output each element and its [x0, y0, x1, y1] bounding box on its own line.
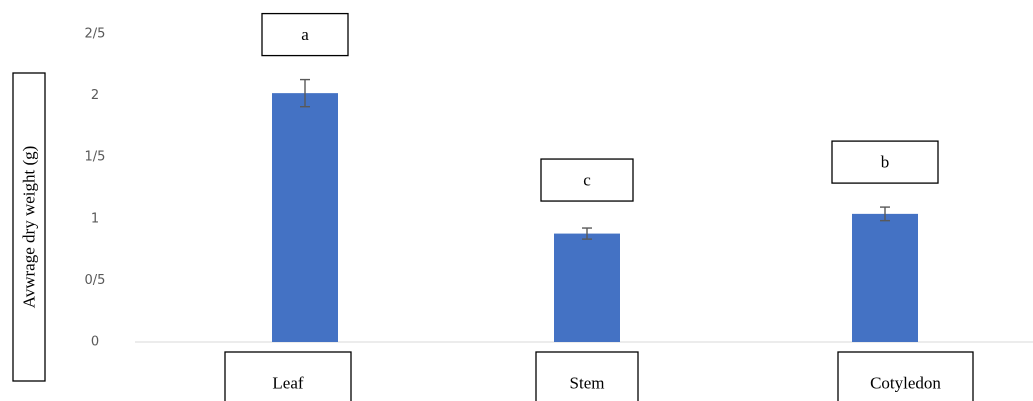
y-tick-label: 0 — [91, 335, 99, 350]
category-label-cotyledon: Cotyledon — [837, 351, 974, 401]
significance-label-cotyledon: b — [831, 140, 939, 184]
y-axis-title-group: Avwrage dry weight (g) — [12, 72, 46, 382]
y-tick-label: 0/5 — [85, 273, 106, 288]
category-box — [224, 351, 352, 401]
bar-stem — [554, 233, 620, 342]
category-text: Stem — [570, 374, 605, 393]
y-axis-title: Avwrage dry weight (g) — [20, 146, 39, 309]
category-label-stem: Stem — [535, 351, 639, 401]
significance-letter: b — [881, 153, 890, 172]
significance-letter: c — [583, 171, 591, 190]
significance-label-stem: c — [540, 158, 634, 202]
category-box — [837, 351, 974, 401]
significance-label-leaf: a — [261, 12, 349, 57]
bars: a c b — [261, 12, 939, 342]
error-bar-leaf — [300, 78, 310, 108]
significance-box — [831, 140, 939, 184]
significance-letter: a — [301, 25, 309, 44]
category-box — [535, 351, 639, 401]
significance-box — [261, 12, 349, 57]
y-tick-label: 1/5 — [85, 150, 106, 165]
y-tick-labels: 0 0/5 1 1/5 2 2/5 — [85, 27, 106, 350]
category-labels: Leaf Stem Cotyledon — [224, 351, 974, 401]
y-tick-label: 1 — [91, 211, 99, 226]
y-tick-label: 2 — [91, 88, 99, 103]
category-label-leaf: Leaf — [224, 351, 352, 401]
error-bar-stem — [582, 227, 592, 240]
y-tick-label: 2/5 — [85, 27, 106, 42]
error-bar-cotyledon — [880, 206, 890, 222]
category-text: Leaf — [272, 374, 303, 393]
bar-cotyledon — [852, 213, 918, 342]
bar-leaf — [272, 93, 338, 342]
y-axis-title-box — [12, 72, 46, 382]
category-text: Cotyledon — [870, 374, 941, 393]
significance-box — [540, 158, 634, 202]
